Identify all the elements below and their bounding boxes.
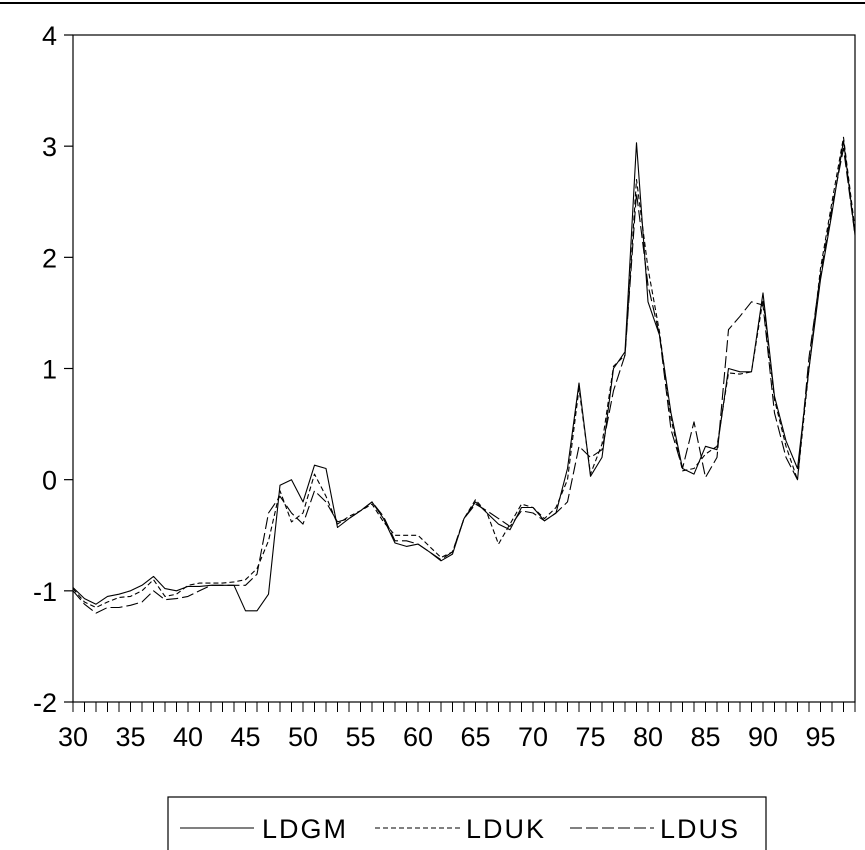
x-tick-label: 40 [173, 722, 203, 752]
series-line-lduk [72, 136, 856, 609]
x-tick-label: 85 [690, 722, 720, 752]
legend-label-ldgm: LDGM [262, 814, 348, 844]
y-tick-label: 1 [42, 355, 57, 385]
plot-frame [72, 34, 856, 703]
x-tick-label: 70 [518, 722, 548, 752]
x-tick-label: 75 [575, 722, 605, 752]
x-tick-label: 95 [805, 722, 835, 752]
y-tick-label: 4 [42, 21, 57, 51]
legend-label-ldus: LDUS [660, 814, 740, 844]
x-tick-label: 60 [403, 722, 433, 752]
x-tick-label: 90 [748, 722, 778, 752]
x-axis: 30 35 40 45 50 55 60 65 70 75 80 85 90 95 [58, 702, 856, 752]
x-tick-label: 45 [230, 722, 260, 752]
x-tick-label: 30 [58, 722, 88, 752]
y-tick-label: -2 [33, 688, 57, 718]
y-tick-label: 3 [42, 132, 57, 162]
series-line-ldus [72, 147, 856, 614]
y-tick-label: -1 [33, 577, 57, 607]
x-tick-label: 80 [633, 722, 663, 752]
x-tick-label: 35 [115, 722, 145, 752]
y-axis: 4 3 2 1 0 -1 -2 [33, 21, 73, 718]
series-line-ldgm [72, 140, 856, 612]
legend: LDGM LDUK LDUS [167, 796, 767, 850]
y-tick-label: 0 [42, 466, 57, 496]
legend-box [167, 796, 767, 850]
x-tick-label: 55 [345, 722, 375, 752]
legend-label-lduk: LDUK [466, 814, 546, 844]
x-tick-label: 50 [288, 722, 318, 752]
series-layer [72, 136, 856, 614]
y-tick-label: 2 [42, 243, 57, 273]
x-tick-label: 65 [460, 722, 490, 752]
plot-area [72, 34, 856, 703]
